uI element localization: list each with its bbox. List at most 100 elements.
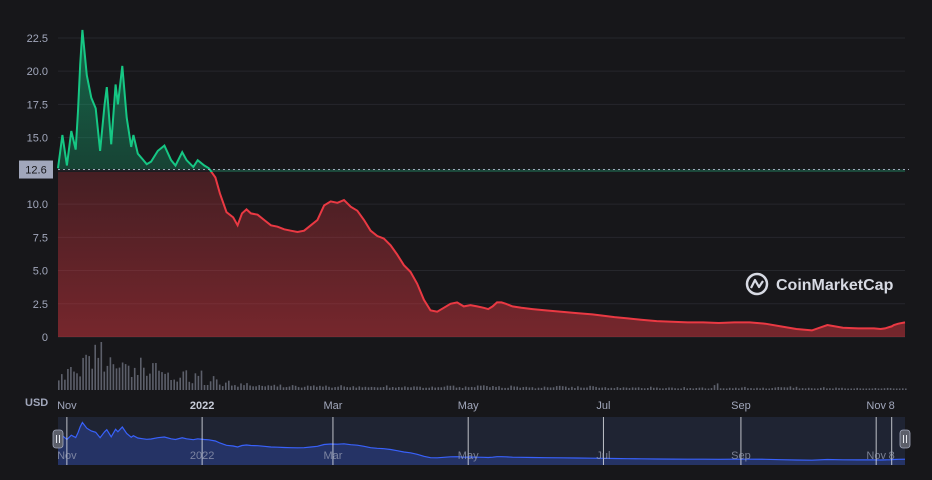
volume-bar bbox=[880, 388, 883, 390]
volume-bar bbox=[892, 388, 895, 390]
volume-bar bbox=[121, 362, 124, 390]
volume-bar bbox=[285, 387, 288, 390]
volume-bar bbox=[407, 387, 409, 390]
volume-bar bbox=[373, 387, 376, 390]
volume-bar bbox=[221, 386, 224, 390]
volume-bar bbox=[191, 383, 194, 390]
volume-bar bbox=[343, 386, 345, 390]
volume-bar bbox=[273, 384, 276, 390]
volume-bar bbox=[762, 387, 764, 390]
volume-bar bbox=[118, 367, 121, 390]
volume-bar bbox=[680, 388, 682, 390]
volume-bar bbox=[665, 388, 667, 390]
volume-bar bbox=[470, 386, 473, 390]
y-tick-label: 5.0 bbox=[33, 266, 48, 278]
volume-bar bbox=[218, 384, 221, 390]
volume-bar bbox=[844, 388, 846, 390]
price-area bbox=[57, 29, 906, 337]
volume-bar bbox=[783, 387, 786, 390]
volume-bar bbox=[898, 388, 901, 390]
volume-bar bbox=[97, 357, 100, 390]
volume-bar bbox=[112, 364, 115, 390]
volume-bar bbox=[349, 387, 351, 390]
volume-bar bbox=[297, 387, 300, 390]
volume-bar bbox=[385, 385, 388, 390]
volume-bar bbox=[440, 387, 443, 390]
volume-bar bbox=[607, 388, 610, 390]
volume-bar bbox=[498, 386, 500, 390]
volume-bar bbox=[237, 386, 239, 390]
volume-bar bbox=[176, 381, 178, 390]
volume-bar bbox=[164, 373, 166, 390]
volume-bar bbox=[449, 385, 452, 390]
volume-bar bbox=[106, 365, 109, 390]
volume-bar bbox=[209, 381, 212, 390]
volume-bar bbox=[492, 386, 494, 390]
volume-bar bbox=[422, 387, 424, 390]
navigator[interactable]: Nov 2022 Mar May Jul Sep Nov 8 bbox=[52, 417, 911, 465]
volume-bar bbox=[270, 385, 273, 390]
volume-bar bbox=[580, 387, 582, 390]
volume-bar bbox=[79, 376, 81, 390]
navigator-left-handle[interactable] bbox=[52, 429, 64, 449]
volume-bar bbox=[282, 387, 285, 390]
volume-bar bbox=[146, 375, 148, 390]
volume-bar bbox=[732, 388, 734, 390]
volume-bar bbox=[291, 385, 294, 390]
volume-bar bbox=[483, 385, 485, 390]
navigator-right-handle[interactable] bbox=[899, 429, 911, 449]
volume-bar bbox=[531, 387, 534, 390]
volume-bar bbox=[410, 387, 412, 390]
volume-bar bbox=[813, 388, 816, 390]
volume-bar bbox=[300, 387, 303, 390]
watermark: CoinMarketCap bbox=[745, 272, 894, 296]
volume-bar bbox=[677, 388, 679, 390]
y-tick-label: 0 bbox=[42, 332, 48, 344]
volume-bar bbox=[279, 384, 282, 390]
volume-bar bbox=[337, 386, 339, 390]
volume-bar bbox=[228, 380, 230, 390]
volume-bar bbox=[249, 385, 251, 390]
volume-bar bbox=[516, 386, 518, 390]
volume-bar bbox=[431, 386, 433, 390]
volume-bar bbox=[161, 372, 163, 390]
navigator-tick-label: Nov bbox=[57, 450, 77, 462]
volume-bar bbox=[568, 387, 570, 390]
volume-bar bbox=[610, 387, 613, 390]
volume-bar bbox=[473, 387, 476, 390]
volume-bar bbox=[334, 387, 336, 390]
volume-bar bbox=[832, 388, 834, 390]
y-tick-label: 22.5 bbox=[27, 33, 48, 45]
volume-bar bbox=[200, 370, 203, 390]
volume-bar bbox=[668, 387, 670, 390]
y-tick-label: 20.0 bbox=[27, 66, 48, 78]
volume-bar bbox=[401, 387, 403, 390]
volume-bar bbox=[167, 372, 169, 390]
volume-bar bbox=[352, 386, 355, 390]
volume-bar bbox=[653, 387, 655, 390]
volume-bar bbox=[686, 388, 688, 390]
volume-bar bbox=[152, 363, 154, 390]
volume-bar bbox=[522, 387, 525, 390]
volume-bar bbox=[395, 387, 397, 390]
volume-bar bbox=[634, 387, 637, 390]
volume-bar bbox=[747, 388, 749, 390]
volume-bar bbox=[203, 385, 206, 390]
volume-bar bbox=[759, 388, 761, 390]
volume-bar bbox=[801, 388, 804, 390]
navigator-tick-label: Jul bbox=[596, 450, 610, 462]
volume-bar bbox=[103, 371, 106, 390]
volume-bar bbox=[656, 387, 658, 390]
volume-bar bbox=[133, 367, 136, 390]
volume-bar bbox=[85, 354, 87, 390]
volume-bar bbox=[504, 387, 506, 390]
volume-bar bbox=[862, 388, 865, 390]
volume-bar bbox=[889, 388, 892, 390]
volume-bar bbox=[510, 385, 512, 390]
volume-bar bbox=[130, 377, 133, 390]
navigator-tick-label: Mar bbox=[323, 450, 342, 462]
volume-bar bbox=[88, 356, 90, 390]
volume-bar bbox=[728, 387, 731, 390]
